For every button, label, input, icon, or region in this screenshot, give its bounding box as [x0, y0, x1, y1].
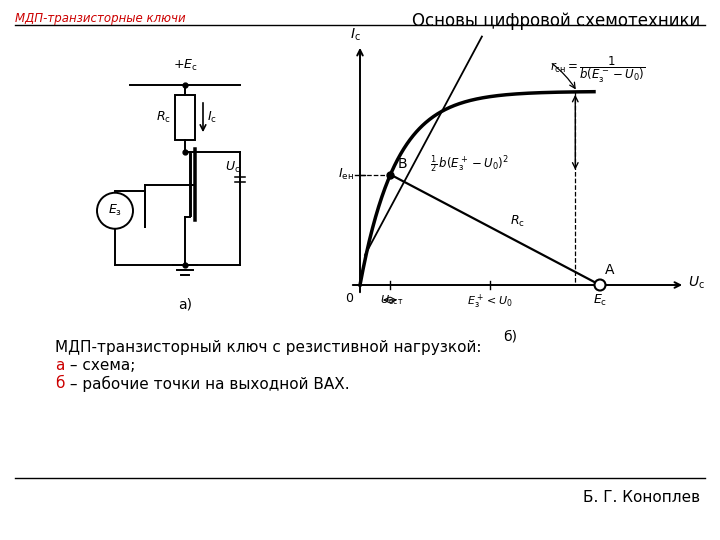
Text: $E_{\rm з}^+ < U_0$: $E_{\rm з}^+ < U_0$	[467, 293, 513, 311]
Circle shape	[595, 280, 606, 291]
Text: Основы цифровой схемотехники: Основы цифровой схемотехники	[412, 12, 700, 30]
Text: $U_{\rm c}$: $U_{\rm c}$	[225, 160, 240, 175]
Text: а): а)	[178, 297, 192, 311]
Text: МДП-транзисторные ключи: МДП-транзисторные ключи	[15, 12, 186, 25]
Text: $U_{\rm c}$: $U_{\rm c}$	[688, 275, 705, 291]
Text: $I_{\rm ен}$: $I_{\rm ен}$	[338, 167, 354, 182]
Text: а: а	[55, 358, 64, 373]
Text: $U_{\rm ост}$: $U_{\rm ост}$	[380, 293, 404, 307]
Text: – схема;: – схема;	[65, 358, 135, 373]
Text: б: б	[55, 376, 64, 391]
Circle shape	[97, 193, 133, 229]
Text: 0: 0	[345, 292, 353, 305]
Text: $R_{\rm c}$: $R_{\rm c}$	[156, 110, 171, 125]
Text: $R_{\rm c}$: $R_{\rm c}$	[510, 214, 525, 230]
Text: Б. Г. Коноплев: Б. Г. Коноплев	[583, 490, 700, 505]
Text: $r_{\rm сн} = \dfrac{1}{b(E_{\rm з}^- - U_0)}$: $r_{\rm сн} = \dfrac{1}{b(E_{\rm з}^- - …	[550, 55, 645, 85]
Text: б): б)	[503, 330, 517, 344]
Text: B: B	[397, 157, 407, 171]
Text: $E_{\rm c}$: $E_{\rm c}$	[593, 293, 607, 308]
Text: A: A	[605, 263, 614, 277]
Text: МДП-транзисторный ключ с резистивной нагрузкой:: МДП-транзисторный ключ с резистивной наг…	[55, 340, 482, 355]
Text: $+E_{\rm c}$: $+E_{\rm c}$	[173, 58, 197, 73]
Bar	[175, 95, 195, 140]
Text: – рабочие точки на выходной ВАХ.: – рабочие точки на выходной ВАХ.	[65, 376, 350, 392]
Text: $I_{\rm c}$: $I_{\rm c}$	[207, 110, 217, 125]
Text: $\frac{1}{2}\,b(E_{\rm з}^+ - U_0)^2$: $\frac{1}{2}\,b(E_{\rm з}^+ - U_0)^2$	[430, 153, 509, 175]
Text: $E_{\rm з}$: $E_{\rm з}$	[108, 203, 122, 218]
Text: $I_{\rm c}$: $I_{\rm c}$	[350, 26, 361, 43]
